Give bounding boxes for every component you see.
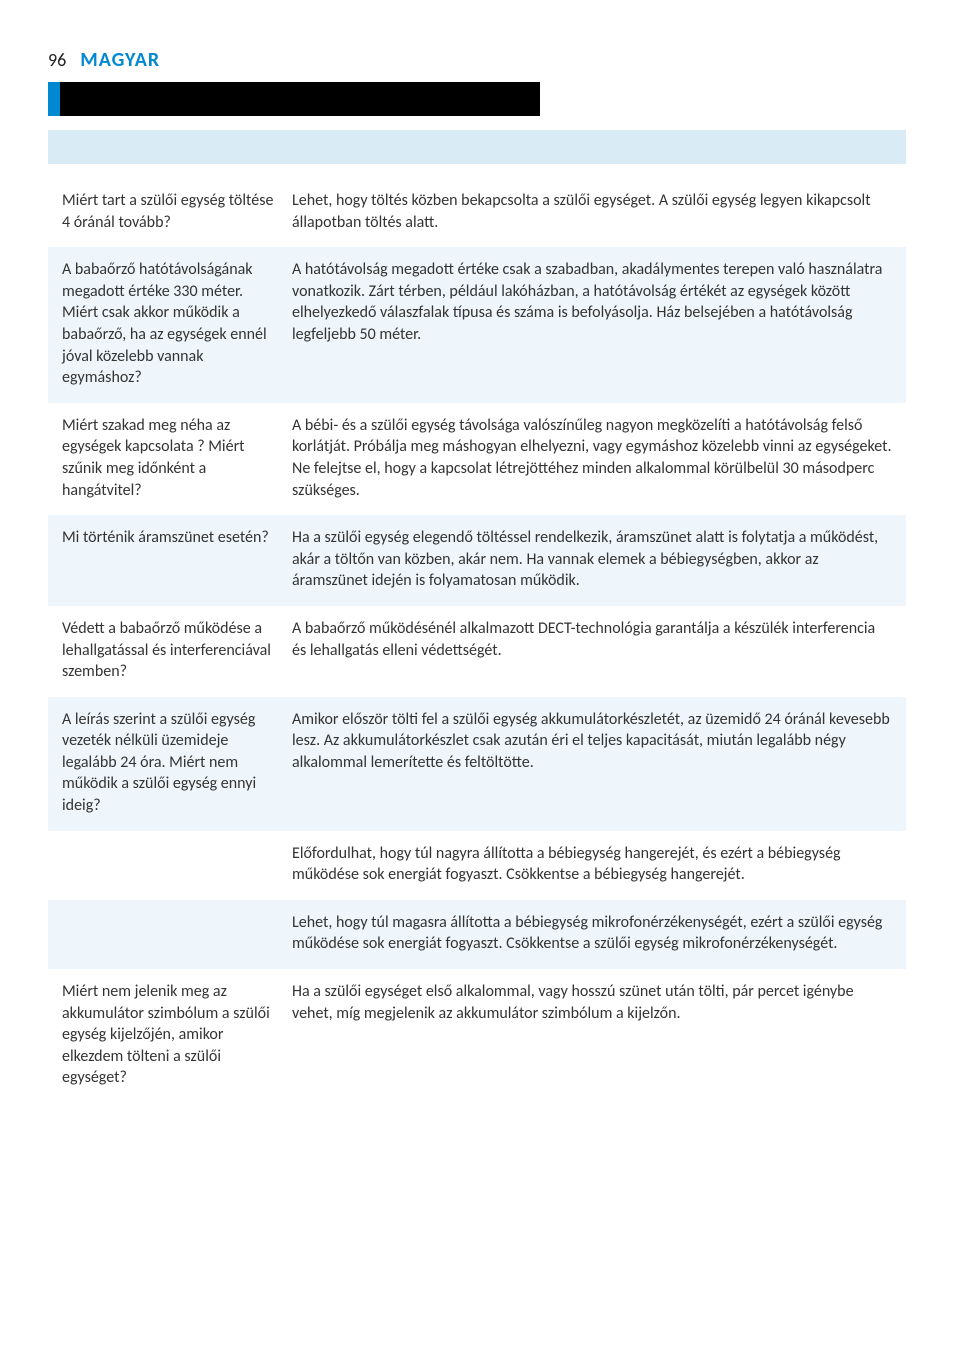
black-bar xyxy=(60,82,540,116)
faq-row: A leírás szerint a szülői egység vezeték… xyxy=(48,697,906,831)
faq-row: Lehet, hogy túl magasra állította a bébi… xyxy=(48,900,906,969)
faq-row: Mi történik áramszünet esetén?Ha a szülő… xyxy=(48,515,906,606)
faq-answer: A bébi- és a szülői egység távolsága val… xyxy=(292,415,892,501)
faq-answer: Amikor először tölti fel a szülői egység… xyxy=(292,709,892,817)
faq-question: Miért tart a szülői egység töltése 4 órá… xyxy=(62,190,292,233)
faq-answer: A babaőrző működésénél alkalmazott DECT-… xyxy=(292,618,892,683)
faq-answer: Lehet, hogy töltés közben bekapcsolta a … xyxy=(292,190,892,233)
faq-row: Előfordulhat, hogy túl nagyra állította … xyxy=(48,831,906,900)
blue-bar xyxy=(48,130,906,164)
faq-question: Mi történik áramszünet esetén? xyxy=(62,527,292,592)
faq-table: Miért tart a szülői egység töltése 4 órá… xyxy=(48,178,906,1103)
faq-answer: Lehet, hogy túl magasra állította a bébi… xyxy=(292,912,892,955)
accent-bar xyxy=(48,82,60,116)
faq-question: A leírás szerint a szülői egység vezeték… xyxy=(62,709,292,817)
faq-question: Miért szakad meg néha az egységek kapcso… xyxy=(62,415,292,501)
faq-question: A babaőrző hatótávolságának megadott ért… xyxy=(62,259,292,389)
faq-row: Miért nem jelenik meg az akkumulátor szi… xyxy=(48,969,906,1103)
faq-question xyxy=(62,843,292,886)
language-label: MAGYAR xyxy=(80,48,160,72)
faq-row: Miért szakad meg néha az egységek kapcso… xyxy=(48,403,906,515)
bar-row-top xyxy=(48,82,906,116)
faq-question: Védett a babaőrző működése a lehallgatás… xyxy=(62,618,292,683)
page-number: 96 xyxy=(48,49,66,71)
faq-row: Védett a babaőrző működése a lehallgatás… xyxy=(48,606,906,697)
faq-question: Miért nem jelenik meg az akkumulátor szi… xyxy=(62,981,292,1089)
faq-row: Miért tart a szülői egység töltése 4 órá… xyxy=(48,178,906,247)
faq-answer: Ha a szülői egységet első alkalommal, va… xyxy=(292,981,892,1089)
page-header: 96 MAGYAR xyxy=(48,48,906,72)
section-bars xyxy=(48,82,906,164)
faq-question xyxy=(62,912,292,955)
faq-row: A babaőrző hatótávolságának megadott ért… xyxy=(48,247,906,403)
faq-answer: A hatótávolság megadott értéke csak a sz… xyxy=(292,259,892,389)
faq-answer: Ha a szülői egység elegendő töltéssel re… xyxy=(292,527,892,592)
faq-answer: Előfordulhat, hogy túl nagyra állította … xyxy=(292,843,892,886)
